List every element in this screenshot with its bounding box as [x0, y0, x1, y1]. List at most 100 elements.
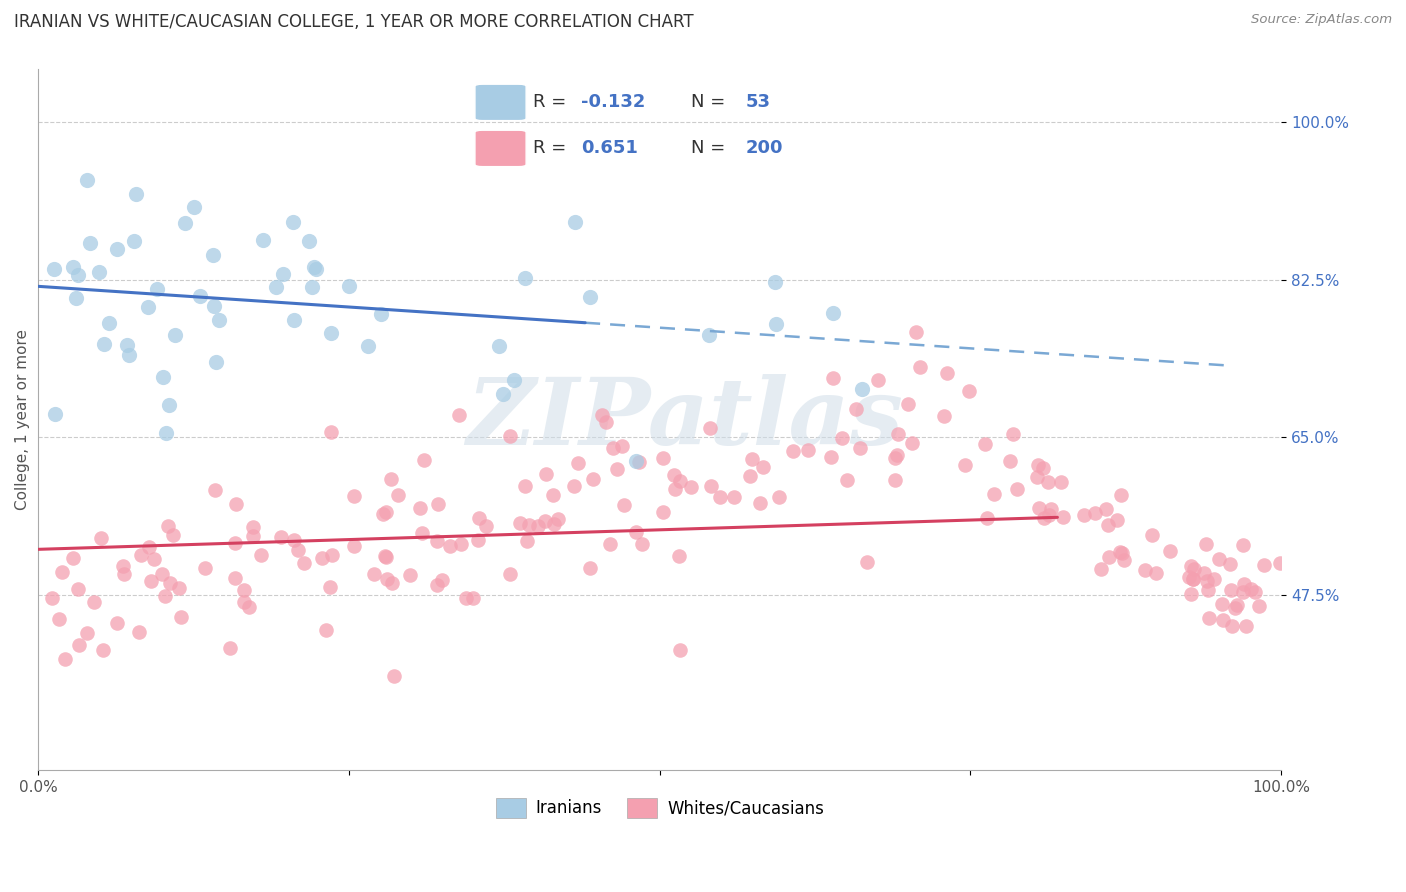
Point — [534, 467, 557, 481]
Point — [238, 600, 260, 615]
Point — [845, 401, 868, 416]
Point — [1220, 583, 1243, 598]
Point — [723, 490, 745, 504]
Point — [1234, 619, 1257, 633]
Point — [283, 533, 305, 548]
Point — [283, 312, 305, 326]
Point — [908, 359, 931, 374]
Point — [1105, 513, 1128, 527]
Point — [411, 526, 433, 541]
Point — [319, 580, 342, 594]
Point — [51, 565, 73, 579]
Point — [315, 624, 337, 638]
Point — [142, 552, 165, 566]
Point — [763, 276, 786, 290]
Point — [287, 542, 309, 557]
Point — [1198, 611, 1220, 625]
Point — [1028, 500, 1050, 515]
Point — [579, 290, 602, 304]
Point — [1097, 517, 1119, 532]
Point — [669, 474, 692, 488]
Point — [115, 337, 138, 351]
Point — [167, 581, 190, 595]
Point — [374, 550, 396, 565]
Point — [76, 626, 98, 640]
Point — [118, 348, 141, 362]
Point — [821, 370, 844, 384]
Point — [343, 489, 366, 503]
Point — [207, 313, 229, 327]
Point — [492, 387, 515, 401]
Point — [373, 508, 395, 522]
Point — [105, 242, 128, 256]
Text: 200: 200 — [745, 139, 783, 157]
Point — [311, 551, 333, 566]
Point — [1211, 597, 1233, 611]
Point — [450, 536, 472, 550]
Point — [53, 651, 76, 665]
Point — [125, 187, 148, 202]
Text: R =: R = — [533, 139, 578, 157]
Point — [595, 416, 617, 430]
Point — [509, 516, 531, 531]
Point — [1094, 502, 1116, 516]
Point — [631, 537, 654, 551]
Point — [62, 551, 84, 566]
Point — [1001, 427, 1024, 442]
Point — [669, 642, 692, 657]
Text: -0.132: -0.132 — [581, 94, 645, 112]
Point — [543, 516, 565, 531]
Point — [886, 426, 908, 441]
Point — [741, 451, 763, 466]
Point — [202, 248, 225, 262]
Point — [488, 339, 510, 353]
Point — [162, 528, 184, 542]
Point — [851, 382, 873, 396]
Point — [264, 280, 287, 294]
Point — [1240, 582, 1263, 596]
Point — [225, 497, 247, 511]
Point — [1253, 558, 1275, 572]
Point — [835, 473, 858, 487]
Point — [752, 459, 775, 474]
Point — [249, 548, 271, 562]
Point — [48, 612, 70, 626]
Point — [129, 548, 152, 562]
Point — [242, 520, 264, 534]
Point — [204, 483, 226, 497]
Point — [205, 355, 228, 369]
Point — [141, 574, 163, 589]
Point — [957, 384, 980, 398]
Point — [83, 595, 105, 609]
Point — [292, 556, 315, 570]
Point — [281, 215, 304, 229]
Point — [1108, 545, 1130, 559]
Point — [1109, 488, 1132, 502]
Point — [398, 567, 420, 582]
Text: ZIPatlas: ZIPatlas — [465, 375, 903, 464]
Point — [651, 505, 673, 519]
Point — [1212, 613, 1234, 627]
Point — [1268, 556, 1291, 570]
Point — [1232, 538, 1254, 552]
Point — [591, 408, 613, 422]
Point — [1223, 601, 1246, 615]
Point — [1052, 510, 1074, 524]
Y-axis label: College, 1 year or more: College, 1 year or more — [15, 329, 30, 509]
Point — [136, 300, 159, 314]
Point — [1000, 454, 1022, 468]
Point — [357, 339, 380, 353]
Point — [105, 615, 128, 630]
Point — [884, 473, 907, 487]
Point — [953, 458, 976, 472]
Point — [375, 505, 398, 519]
Point — [1197, 582, 1219, 597]
Point — [1197, 574, 1219, 589]
Point — [224, 535, 246, 549]
Point — [1050, 475, 1073, 489]
Point — [1247, 599, 1270, 613]
Point — [155, 425, 177, 440]
Point — [138, 540, 160, 554]
Point — [1233, 577, 1256, 591]
Point — [765, 318, 787, 332]
